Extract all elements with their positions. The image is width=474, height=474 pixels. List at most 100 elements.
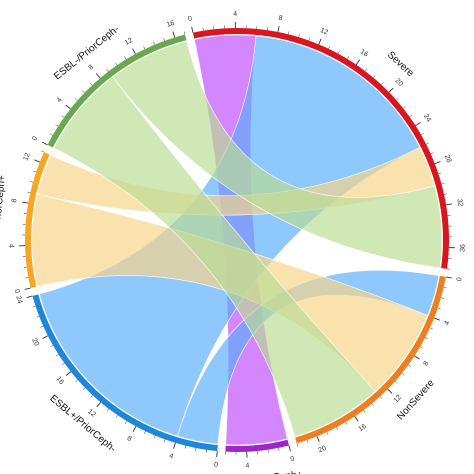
- tick-major-esblnegpriorcephpos: [34, 159, 41, 163]
- tick-label-severe: 16: [359, 48, 369, 58]
- tick-minor-severe: [308, 37, 311, 41]
- tick-major-nonsevere: [445, 276, 452, 279]
- tick-major-severe: [191, 26, 194, 33]
- tick-major-severe: [415, 122, 421, 127]
- group-label-esblnegpriorcephpos: ESBL-/PriorCeph+: [0, 174, 8, 257]
- ticks-layer: 0481216202428323604812162004048121620240…: [7, 11, 467, 470]
- tick-minor-esblnegpriorcephneg: [106, 68, 109, 72]
- tick-minor-severe: [298, 34, 300, 38]
- tick-minor-esblnegpriorcephneg: [184, 31, 186, 35]
- tick-minor-esblpospriorcephneg: [36, 316, 40, 318]
- tick-label-severe: 8: [278, 15, 283, 23]
- tick-major-esblpospriorcephpos: [288, 445, 291, 452]
- tick-major-esblpospriorcephneg: [173, 442, 176, 449]
- tick-minor-esblpospriorcephneg: [75, 379, 78, 383]
- tick-minor-esblpospriorcephneg: [61, 362, 65, 366]
- group-label-severe: Severe: [385, 50, 416, 80]
- ribbons-layer: [31, 34, 443, 446]
- tick-minor-esblnegpriorcephpos: [27, 191, 31, 193]
- tick-minor-esblnegpriorcephneg: [143, 46, 146, 50]
- tick-minor-esblpospriorcephneg: [107, 408, 110, 412]
- tick-label-esblnegpriorcephneg: 16: [166, 20, 176, 29]
- tick-minor-esblnegpriorcephpos: [41, 150, 45, 153]
- group-arcs-layer: [25, 28, 449, 452]
- group-arc-severe: [192, 28, 449, 269]
- tick-minor-esblnegpriorcephneg: [89, 82, 93, 86]
- tick-minor-nonsevere: [440, 297, 444, 299]
- tick-minor-severe: [396, 97, 399, 101]
- tick-major-esblnegpriorcephpos: [22, 201, 29, 204]
- tick-major-esblpospriorcephneg: [216, 451, 218, 458]
- tick-minor-esblpospriorcephneg: [184, 445, 186, 449]
- tick-label-nonsevere: 20: [318, 445, 328, 454]
- tick-minor-severe: [337, 50, 340, 54]
- tick-minor-esblpospriorcephneg: [40, 325, 44, 328]
- tick-major-esblnegpriorcephneg: [41, 141, 48, 146]
- tick-label-severe: 24: [422, 113, 432, 123]
- tick-minor-nonsevere: [336, 427, 339, 431]
- tick-label-nonsevere: 12: [393, 394, 404, 405]
- tick-minor-esblnegpriorcephneg: [49, 133, 53, 136]
- tick-major-esblnegpriorcephpos: [24, 287, 31, 290]
- tick-minor-severe: [430, 152, 434, 155]
- tick-major-esblpospriorcephneg: [42, 335, 49, 339]
- tick-minor-esblpospriorcephneg: [55, 354, 59, 357]
- tick-minor-esblnegpriorcephneg: [163, 37, 165, 41]
- tick-minor-nonsevere: [345, 421, 348, 425]
- tick-major-nonsevere: [316, 436, 320, 443]
- tick-minor-esblnegpriorcephpos: [25, 277, 29, 279]
- group-label-esblpospriorcephpos: ESBL+/PriorCeph+: [217, 469, 303, 474]
- tick-minor-severe: [438, 172, 442, 175]
- tick-label-nonsevere: 8: [423, 360, 431, 367]
- tick-minor-nonsevere: [401, 372, 405, 376]
- tick-minor-esblpospriorcephneg: [32, 305, 36, 308]
- tick-minor-esblnegpriorcephpos: [30, 181, 34, 183]
- tick-minor-nonsevere: [306, 440, 309, 444]
- tick-label-esblnegpriorcephpos: 4: [7, 244, 14, 248]
- tick-major-severe: [355, 59, 361, 65]
- tick-minor-nonsevere: [296, 443, 298, 447]
- tick-major-esblpospriorcephneg: [132, 426, 137, 432]
- tick-label-esblpospriorcephneg: 8: [126, 435, 133, 443]
- tick-minor-esblnegpriorcephneg: [74, 98, 78, 101]
- tick-minor-nonsevere: [379, 396, 383, 399]
- tick-major-severe: [434, 161, 441, 165]
- tick-minor-severe: [364, 68, 367, 72]
- tick-label-severe: 12: [319, 27, 329, 37]
- tick-minor-nonsevere: [420, 346, 423, 349]
- tick-minor-nonsevere: [429, 327, 433, 330]
- tick-major-esblpospriorcephneg: [26, 295, 33, 298]
- tick-label-esblnegpriorcephneg: 8: [88, 64, 96, 72]
- tick-minor-esblpospriorcephneg: [115, 415, 118, 418]
- tick-label-severe: 4: [233, 11, 237, 18]
- group-arc-esblpospriorcephpos: [225, 439, 290, 452]
- tick-major-severe: [388, 87, 394, 93]
- tick-major-nonsevere: [414, 355, 420, 360]
- ribbon-nonsevere-to-esbl-priorceph-: [53, 76, 376, 438]
- tick-minor-severe: [441, 183, 445, 185]
- tick-label-esblpospriorcephneg: 20: [30, 337, 40, 347]
- tick-minor-nonsevere: [408, 364, 412, 367]
- tick-major-nonsevere: [387, 388, 393, 394]
- tick-minor-nonsevere: [363, 409, 366, 413]
- tick-minor-esblnegpriorcephneg: [115, 62, 118, 66]
- tick-minor-esblnegpriorcephneg: [82, 90, 85, 93]
- tick-minor-esblpospriorcephneg: [163, 439, 166, 443]
- tick-label-esblpospriorcephpos: 0: [290, 456, 296, 464]
- tick-label-esblpospriorcephpos: 4: [245, 463, 249, 470]
- tick-minor-esblnegpriorcephneg: [61, 115, 65, 118]
- tick-minor-esblpospriorcephneg: [195, 447, 197, 452]
- tick-minor-esblpospriorcephneg: [90, 395, 93, 398]
- tick-minor-esblpospriorcephneg: [124, 420, 127, 424]
- tick-minor-esblpospriorcephneg: [82, 387, 86, 391]
- tick-label-severe: 28: [443, 154, 452, 164]
- tick-minor-severe: [328, 45, 331, 49]
- tick-minor-nonsevere: [425, 337, 429, 340]
- tick-minor-esblpospriorcephneg: [153, 435, 156, 439]
- tick-label-esblnegpriorcephpos: 8: [11, 198, 19, 203]
- tick-minor-nonsevere: [326, 431, 329, 435]
- tick-label-nonsevere: 4: [444, 320, 452, 326]
- tick-label-esblnegpriorcephneg: 4: [56, 97, 64, 104]
- tick-major-esblnegpriorcephneg: [95, 73, 101, 79]
